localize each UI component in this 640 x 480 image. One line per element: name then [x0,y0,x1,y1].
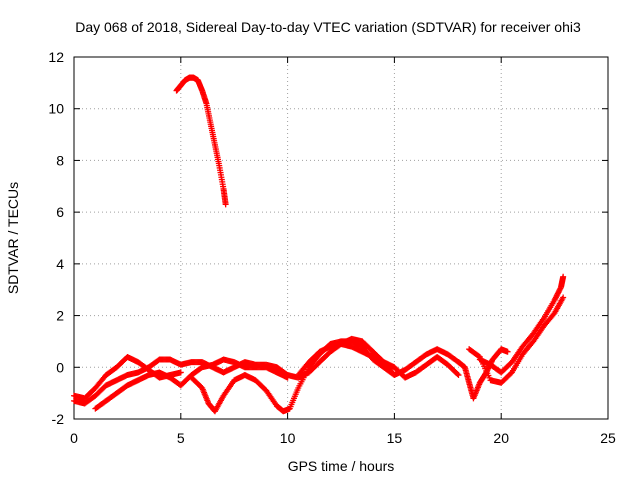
y-tick-label: -2 [52,411,65,427]
series-track-9 [173,74,229,208]
x-tick-label: 15 [387,430,403,446]
x-tick-label: 10 [280,430,296,446]
grid [74,57,608,419]
series-track-5 [295,335,462,381]
series-track-8 [476,273,567,376]
data-point-interp [475,353,482,360]
data-point-interp [454,371,461,378]
data-point [504,348,511,355]
series-track-7 [466,294,567,386]
data-point [560,273,567,280]
series-track-3 [92,356,291,412]
x-tick-label: 20 [493,430,509,446]
y-tick-label: 12 [48,49,64,65]
y-tick-label: 4 [56,256,64,272]
x-tick-label: 0 [70,430,78,446]
y-tick-label: 2 [56,308,64,324]
data-points [71,74,567,415]
x-tick-label: 5 [177,430,185,446]
plot-frame [73,56,609,420]
data-point [177,369,184,376]
x-axis-title: GPS time / hours [288,458,395,474]
data-point [284,374,291,381]
series-track-2 [71,341,398,407]
data-point [222,201,229,208]
data-point [560,294,567,301]
y-tick-label: 6 [56,204,64,220]
axes: 0 5 10 15 20 25 -2 0 2 4 6 8 10 12 [48,49,616,446]
y-tick-label: 10 [48,101,64,117]
data-point [455,372,462,379]
y-tick-label: 0 [56,359,64,375]
y-tick-label: 8 [56,152,64,168]
y-axis-title: SDTVAR / TECUs [5,182,21,294]
chart-title: Day 068 of 2018, Sidereal Day-to-day VTE… [75,19,581,35]
x-tick-label: 25 [600,430,616,446]
